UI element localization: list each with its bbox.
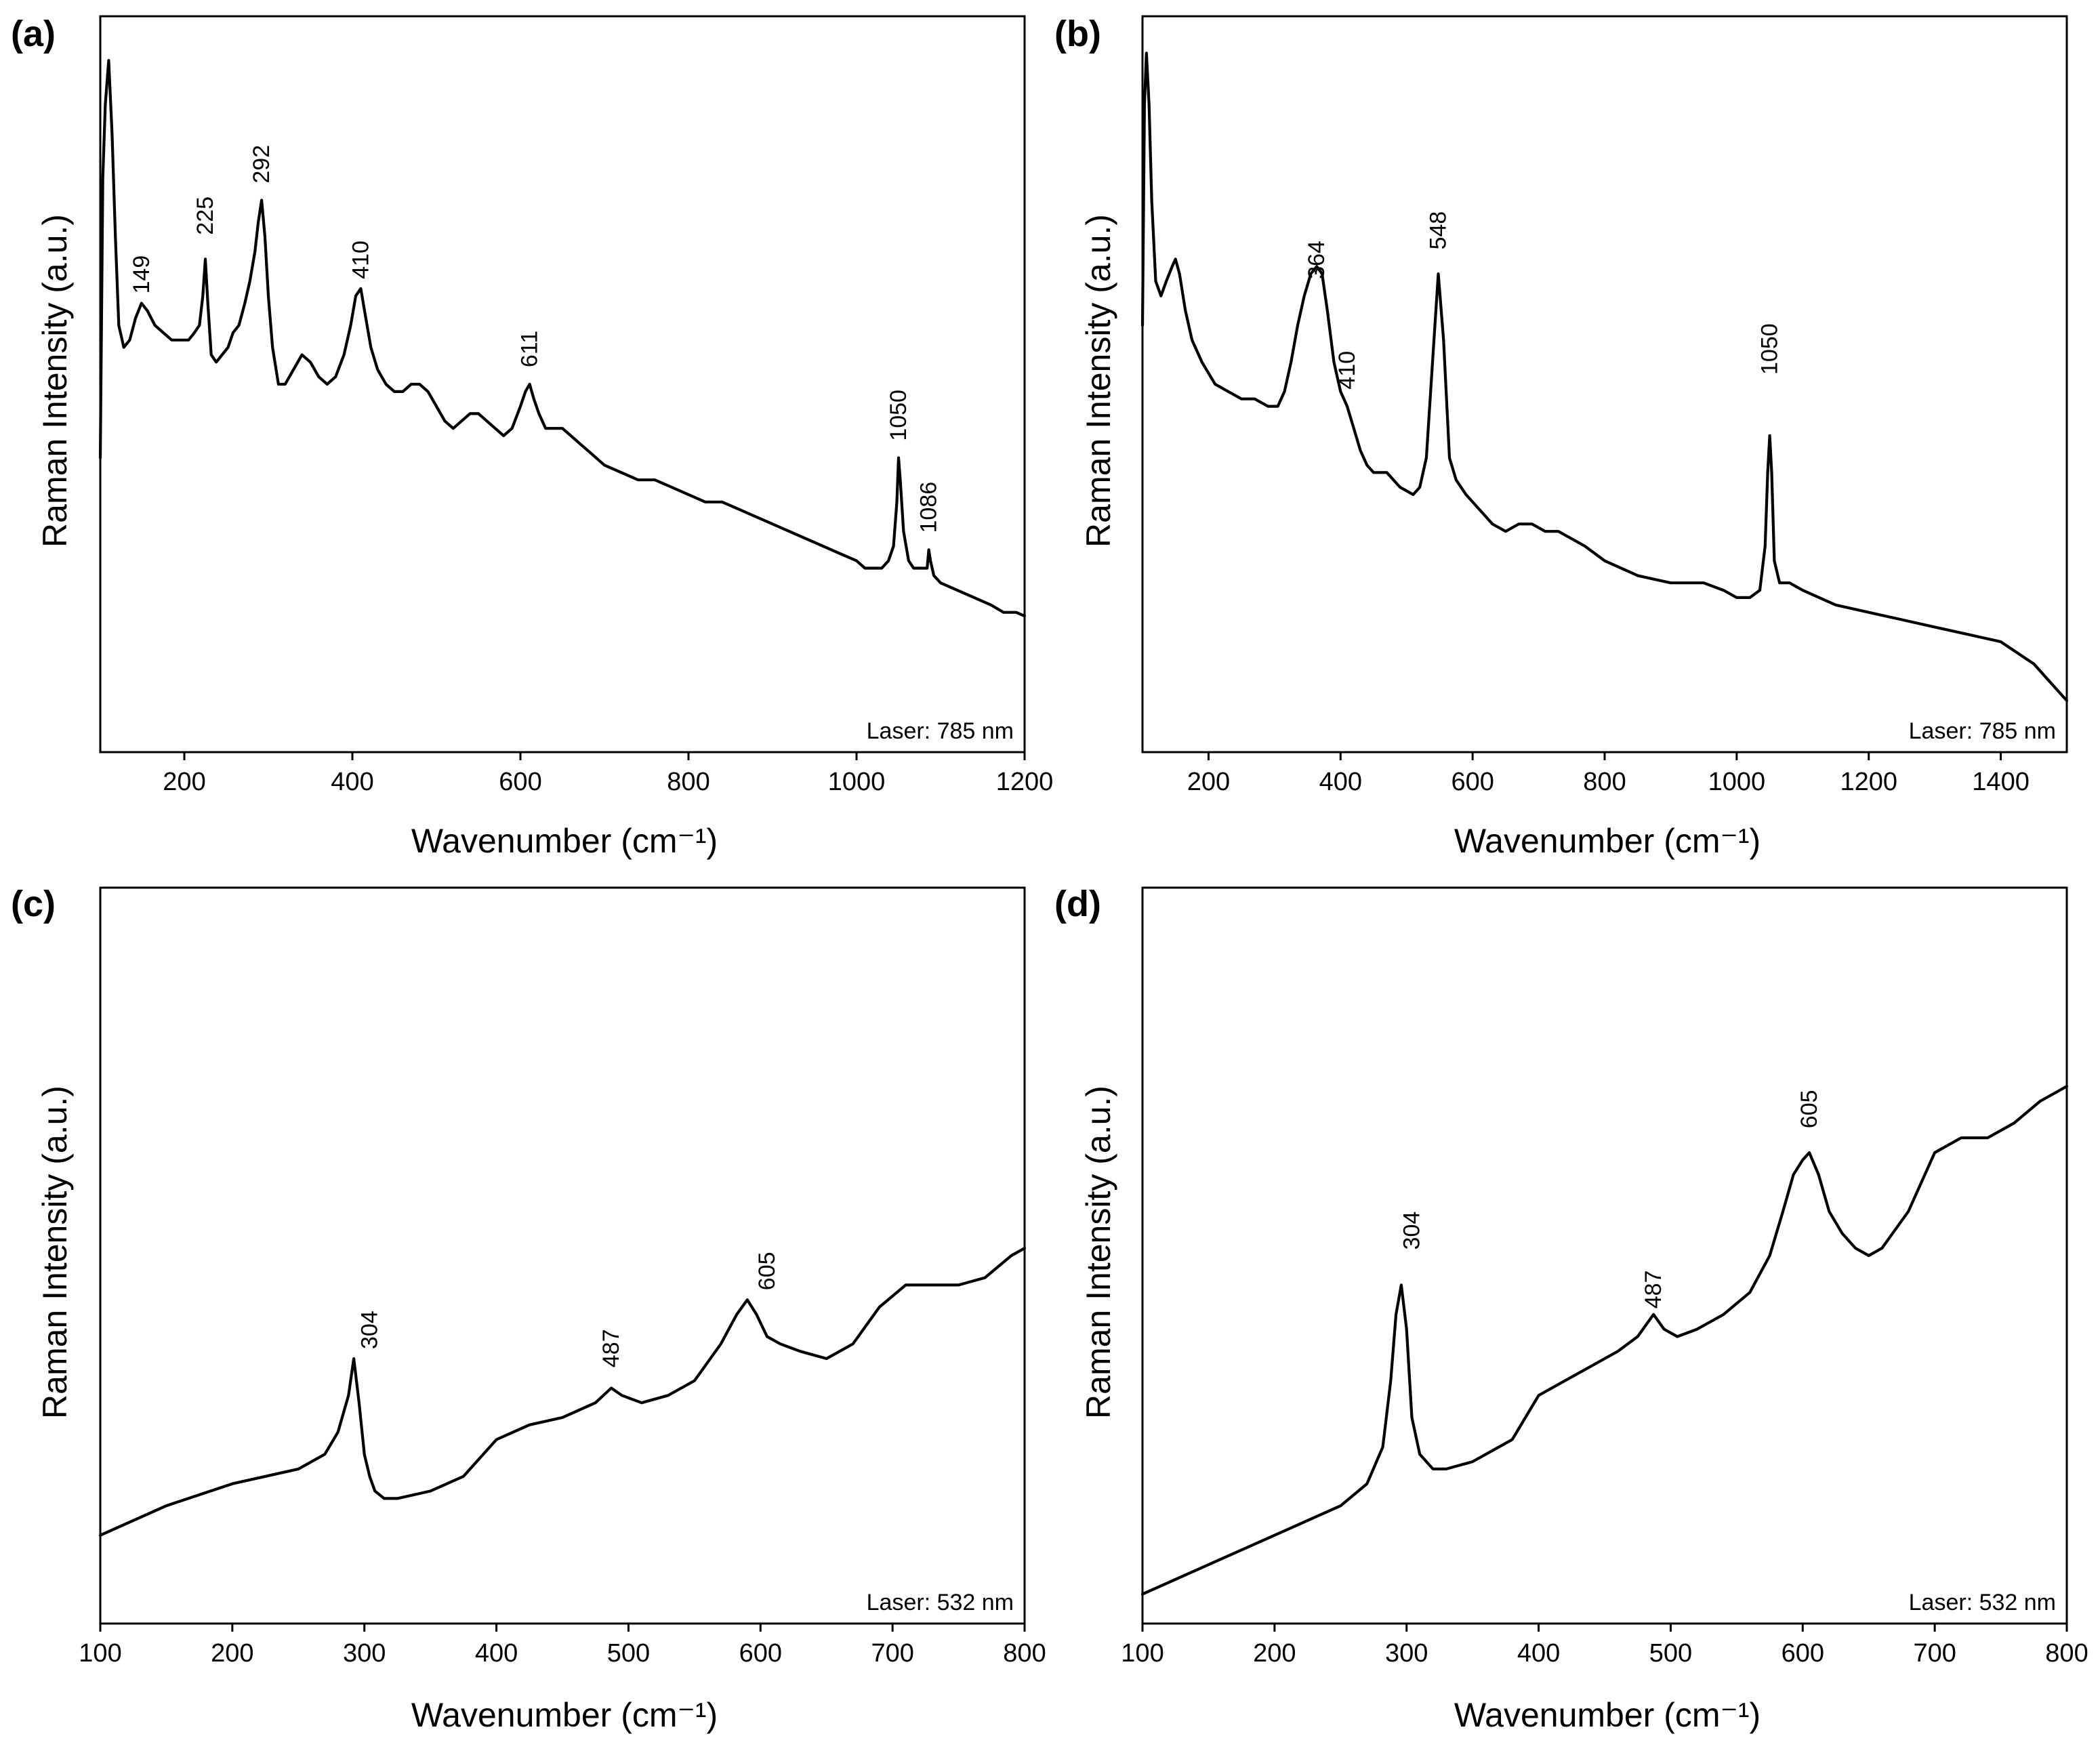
laser-label: Laser: 785 nm xyxy=(867,718,1014,744)
peak-label: 1050 xyxy=(886,390,911,441)
x-tick-label: 400 xyxy=(331,768,373,796)
panel-label: (c) xyxy=(11,884,56,924)
peak-label: 410 xyxy=(1334,351,1360,390)
peak-labels: 304 487 605 xyxy=(1399,1090,1823,1308)
peak-label: 304 xyxy=(357,1310,383,1349)
spectrum-line xyxy=(1140,51,2069,703)
x-tick-label: 600 xyxy=(1451,768,1494,796)
x-tick-label: 800 xyxy=(2045,1639,2088,1668)
x-tick-label: 400 xyxy=(1319,768,1362,796)
panel-label: (d) xyxy=(1054,884,1101,924)
laser-label: Laser: 785 nm xyxy=(1909,718,2056,744)
plot-frame xyxy=(1141,886,2068,1625)
plot-frame xyxy=(99,886,1026,1625)
x-ticks: 100 200 300 400 500 600 700 800 xyxy=(1121,1624,2088,1668)
x-tick-label: 200 xyxy=(1253,1639,1296,1668)
panel-a: (a) Raman Intensity (a.u.) Wavenumber (c… xyxy=(11,14,1053,860)
y-axis-label: Raman Intensity (a.u.) xyxy=(36,214,74,548)
peak-label: 548 xyxy=(1426,211,1452,250)
x-tick-label: 600 xyxy=(739,1639,782,1668)
x-tick-label: 600 xyxy=(499,768,541,796)
panel-label: (a) xyxy=(11,14,56,54)
spectrum-line xyxy=(1140,1085,2069,1596)
spectrum-line xyxy=(98,59,1027,618)
peak-label: 149 xyxy=(129,255,155,294)
x-tick-label: 800 xyxy=(667,768,709,796)
x-tick-label: 500 xyxy=(1649,1639,1692,1668)
y-axis-label: Raman Intensity (a.u.) xyxy=(1079,214,1117,548)
x-axis-label: Wavenumber (cm⁻¹) xyxy=(411,1696,718,1734)
x-tick-label: 300 xyxy=(1385,1639,1428,1668)
laser-label: Laser: 532 nm xyxy=(1909,1590,2056,1615)
peak-label: 304 xyxy=(1399,1212,1425,1250)
x-tick-label: 200 xyxy=(211,1639,253,1668)
peak-label: 487 xyxy=(598,1329,624,1367)
panel-b: (b) Raman Intensity (a.u.) Wavenumber (c… xyxy=(1054,14,2069,860)
y-axis-label: Raman Intensity (a.u.) xyxy=(36,1086,74,1419)
x-tick-label: 200 xyxy=(163,768,205,796)
x-tick-label: 100 xyxy=(79,1639,121,1668)
peak-labels: 364 410 548 1050 xyxy=(1304,211,1782,390)
x-ticks: 200 400 600 800 1000 1200 1400 xyxy=(1187,752,2030,796)
x-tick-label: 100 xyxy=(1121,1639,1164,1668)
x-tick-label: 400 xyxy=(475,1639,518,1668)
y-axis-label: Raman Intensity (a.u.) xyxy=(1079,1086,1117,1419)
x-tick-label: 1000 xyxy=(828,768,886,796)
x-tick-label: 200 xyxy=(1187,768,1230,796)
x-tick-label: 300 xyxy=(343,1639,386,1668)
peak-label: 611 xyxy=(517,331,543,367)
x-tick-label: 700 xyxy=(871,1639,913,1668)
x-tick-label: 700 xyxy=(1913,1639,1956,1668)
x-axis-label: Wavenumber (cm⁻¹) xyxy=(1454,1696,1761,1734)
panel-d: (d) Raman Intensity (a.u.) Wavenumber (c… xyxy=(1054,884,2088,1734)
plot-frame xyxy=(99,15,1026,753)
x-tick-label: 1400 xyxy=(1972,768,2030,796)
peak-labels: 304 487 605 xyxy=(357,1252,781,1367)
peak-label: 410 xyxy=(348,241,373,279)
panel-label: (b) xyxy=(1054,14,1101,54)
peak-label: 605 xyxy=(754,1252,780,1290)
peak-label: 1050 xyxy=(1757,323,1783,375)
panel-c: (c) Raman Intensity (a.u.) Wavenumber (c… xyxy=(11,884,1046,1734)
x-tick-label: 500 xyxy=(607,1639,650,1668)
x-tick-label: 400 xyxy=(1517,1639,1560,1668)
x-axis-label: Wavenumber (cm⁻¹) xyxy=(1454,822,1761,860)
peak-label: 364 xyxy=(1304,241,1330,279)
x-axis-label: Wavenumber (cm⁻¹) xyxy=(411,822,718,860)
x-tick-label: 1200 xyxy=(996,768,1054,796)
x-tick-label: 1200 xyxy=(1840,768,1897,796)
laser-label: Laser: 532 nm xyxy=(867,1590,1014,1615)
x-tick-label: 600 xyxy=(1782,1639,1824,1668)
peak-label: 605 xyxy=(1796,1090,1822,1128)
peak-label: 487 xyxy=(1641,1271,1666,1309)
peak-label: 1086 xyxy=(916,482,942,533)
x-ticks: 200 400 600 800 1000 1200 xyxy=(163,752,1053,796)
x-tick-label: 1000 xyxy=(1708,768,1766,796)
peak-label: 292 xyxy=(249,145,274,184)
x-tick-label: 800 xyxy=(1003,1639,1046,1668)
peak-labels: 149 225 292 410 611 1050 1086 xyxy=(129,145,942,533)
x-ticks: 100 200 300 400 500 600 700 800 xyxy=(79,1624,1046,1668)
peak-label: 225 xyxy=(192,197,218,235)
spectrum-line xyxy=(98,1247,1027,1537)
plot-frame xyxy=(1141,15,2068,753)
x-tick-label: 800 xyxy=(1583,768,1626,796)
